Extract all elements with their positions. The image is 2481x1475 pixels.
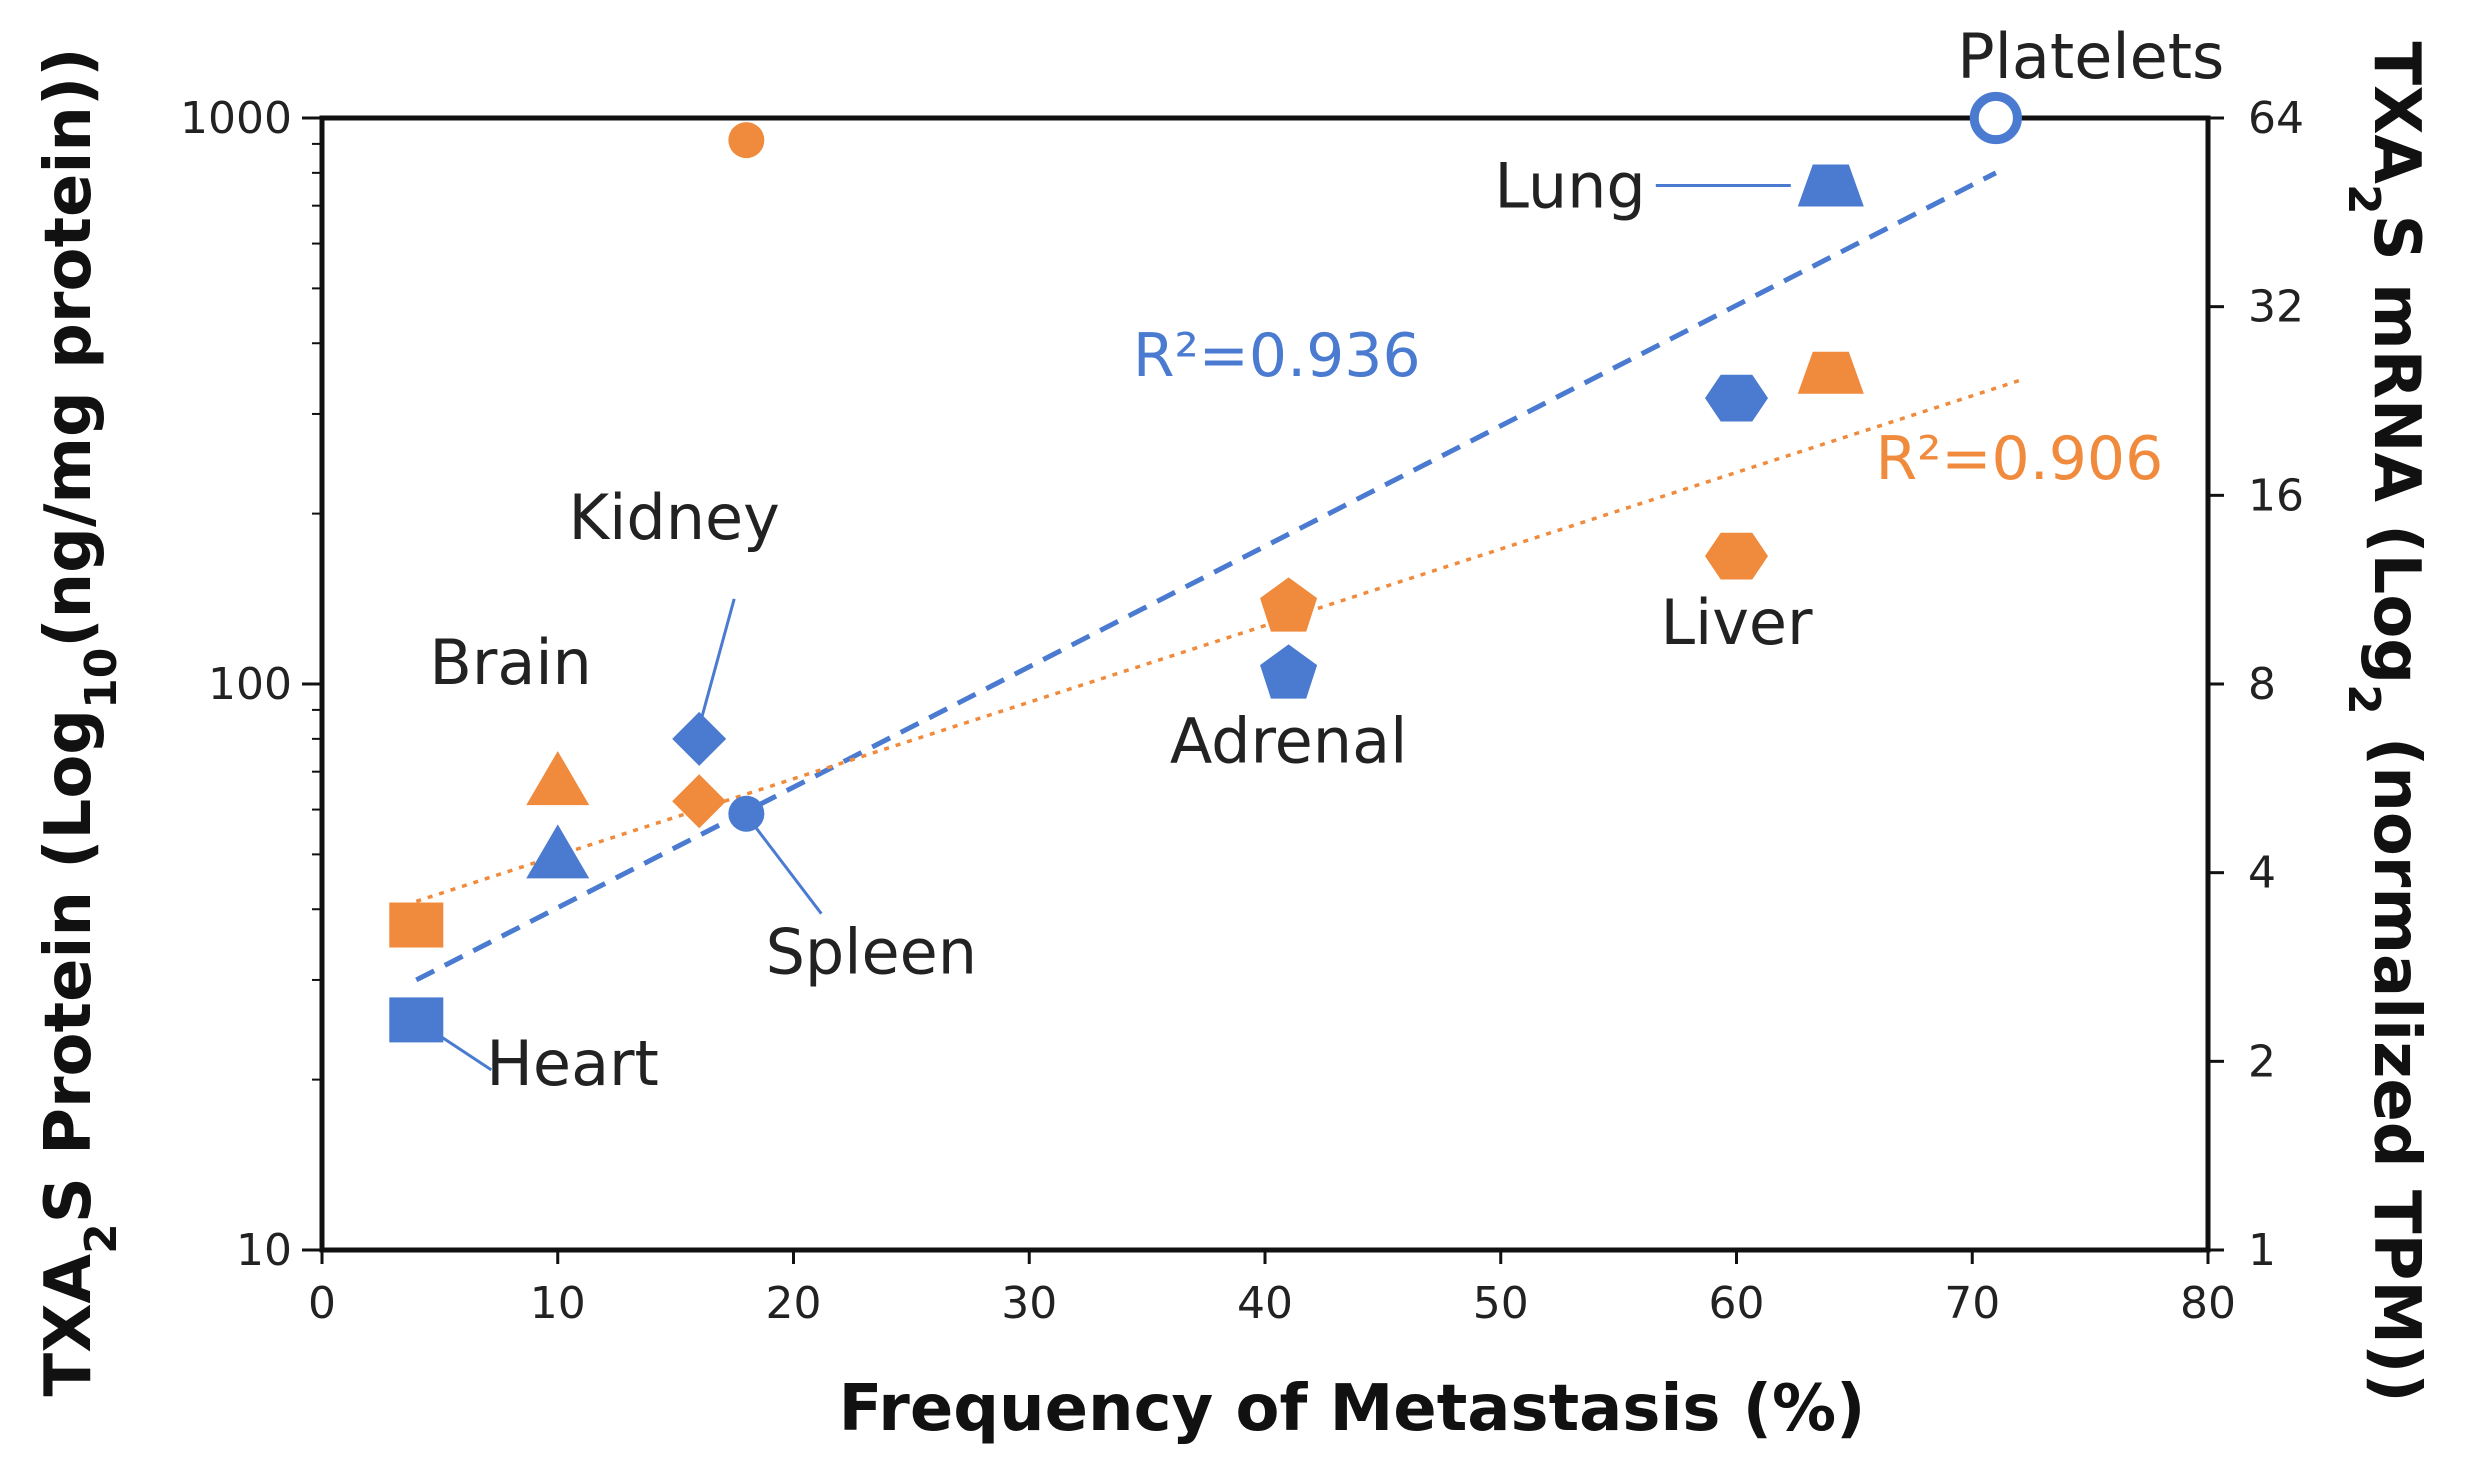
label-platelets: Platelets bbox=[1957, 20, 2224, 93]
leader-kidney bbox=[697, 598, 736, 728]
x-tick-label: 20 bbox=[766, 1278, 822, 1329]
y-right-tick-label: 1 bbox=[2248, 1225, 2276, 1276]
axis-ticks: 0 10 20 30 40 50 60 70 80 10 100 1000 1 2 4 8 16 32 64 bbox=[180, 93, 2304, 1329]
y-left-title-middle: S Protein (Log bbox=[32, 709, 106, 1223]
label-spleen: Spleen bbox=[766, 916, 978, 989]
y-right-tick-label: 32 bbox=[2248, 282, 2304, 333]
y-right-tick-label: 4 bbox=[2248, 848, 2276, 899]
label-heart: Heart bbox=[486, 1027, 659, 1100]
y-axis-left-title: TXA2S Protein (Log10(ng/mg protein)) bbox=[32, 48, 127, 1397]
x-tick-label: 10 bbox=[530, 1278, 586, 1329]
trendline-protein bbox=[415, 170, 1997, 983]
mrna-point-liver bbox=[1705, 532, 1768, 580]
protein-point-lung bbox=[1797, 164, 1864, 207]
y-right-tick-label: 16 bbox=[2248, 470, 2304, 521]
y-left-tick-label: 1000 bbox=[180, 93, 292, 144]
x-tick-label: 40 bbox=[1237, 1278, 1293, 1329]
r2-label-mrna: R²=0.906 bbox=[1876, 424, 2164, 494]
x-tick-label: 30 bbox=[1001, 1278, 1057, 1329]
x-tick-label: 50 bbox=[1473, 1278, 1529, 1329]
y-right-title-suffix: (normalized TPM)) bbox=[2359, 715, 2433, 1403]
mrna-point-brain bbox=[526, 751, 590, 806]
y-left-title-sub2: 10 bbox=[76, 648, 127, 709]
protein-point-brain bbox=[526, 824, 590, 879]
protein-point-spleen bbox=[728, 795, 765, 832]
label-brain: Brain bbox=[429, 626, 592, 699]
label-lung: Lung bbox=[1494, 149, 1645, 222]
mrna-point-heart bbox=[389, 902, 444, 948]
y-right-title-middle: S mRNA (Log bbox=[2359, 215, 2433, 685]
data-points bbox=[389, 91, 2022, 1043]
x-tick-label: 60 bbox=[1709, 1278, 1765, 1329]
mrna-point-lung bbox=[1797, 351, 1864, 394]
y-right-title-sub2: 2 bbox=[2339, 684, 2390, 715]
protein-point-kidney bbox=[672, 711, 727, 766]
mrna-point-kidney bbox=[672, 774, 727, 829]
label-adrenal: Adrenal bbox=[1170, 704, 1407, 777]
leader-heart bbox=[437, 1033, 493, 1072]
y-left-tick-label: 10 bbox=[236, 1225, 292, 1276]
point-labels: Heart Brain Kidney Spleen Adrenal Liver Lung Pl… bbox=[429, 20, 2224, 1100]
y-right-tick-label: 64 bbox=[2248, 93, 2304, 144]
trendline-mrna bbox=[415, 378, 2020, 904]
x-axis-title: Frequency of Metastasis (%) bbox=[839, 1372, 1866, 1446]
leader-spleen bbox=[750, 820, 823, 915]
x-tick-label: 70 bbox=[1944, 1278, 2000, 1329]
protein-point-platelets bbox=[1969, 91, 2022, 145]
protein-point-adrenal bbox=[1260, 644, 1318, 699]
y-axis-right-title: TXA2S mRNA (Log2 (normalized TPM)) bbox=[2339, 41, 2434, 1402]
label-liver: Liver bbox=[1660, 586, 1813, 659]
y-left-tick-label: 100 bbox=[208, 659, 292, 710]
mrna-point-spleen bbox=[728, 122, 765, 159]
y-left-title-sub1: 2 bbox=[76, 1223, 127, 1254]
x-tick-label: 80 bbox=[2180, 1278, 2236, 1329]
y-right-title-prefix: TXA bbox=[2359, 41, 2433, 184]
label-kidney: Kidney bbox=[569, 481, 780, 554]
y-left-title-prefix: TXA bbox=[32, 1253, 106, 1396]
y-right-title-sub1: 2 bbox=[2339, 184, 2390, 215]
r2-label-protein: R²=0.936 bbox=[1133, 321, 1421, 391]
y-right-tick-label: 8 bbox=[2248, 659, 2276, 710]
trendlines bbox=[415, 170, 2020, 983]
y-left-title-suffix: (ng/mg protein)) bbox=[32, 48, 106, 648]
x-tick-label: 0 bbox=[308, 1278, 336, 1329]
protein-point-liver bbox=[1705, 374, 1768, 422]
leader-lines bbox=[437, 183, 1791, 1072]
protein-point-heart bbox=[389, 997, 444, 1043]
mrna-point-adrenal bbox=[1260, 577, 1318, 632]
y-right-tick-label: 2 bbox=[2248, 1036, 2276, 1087]
